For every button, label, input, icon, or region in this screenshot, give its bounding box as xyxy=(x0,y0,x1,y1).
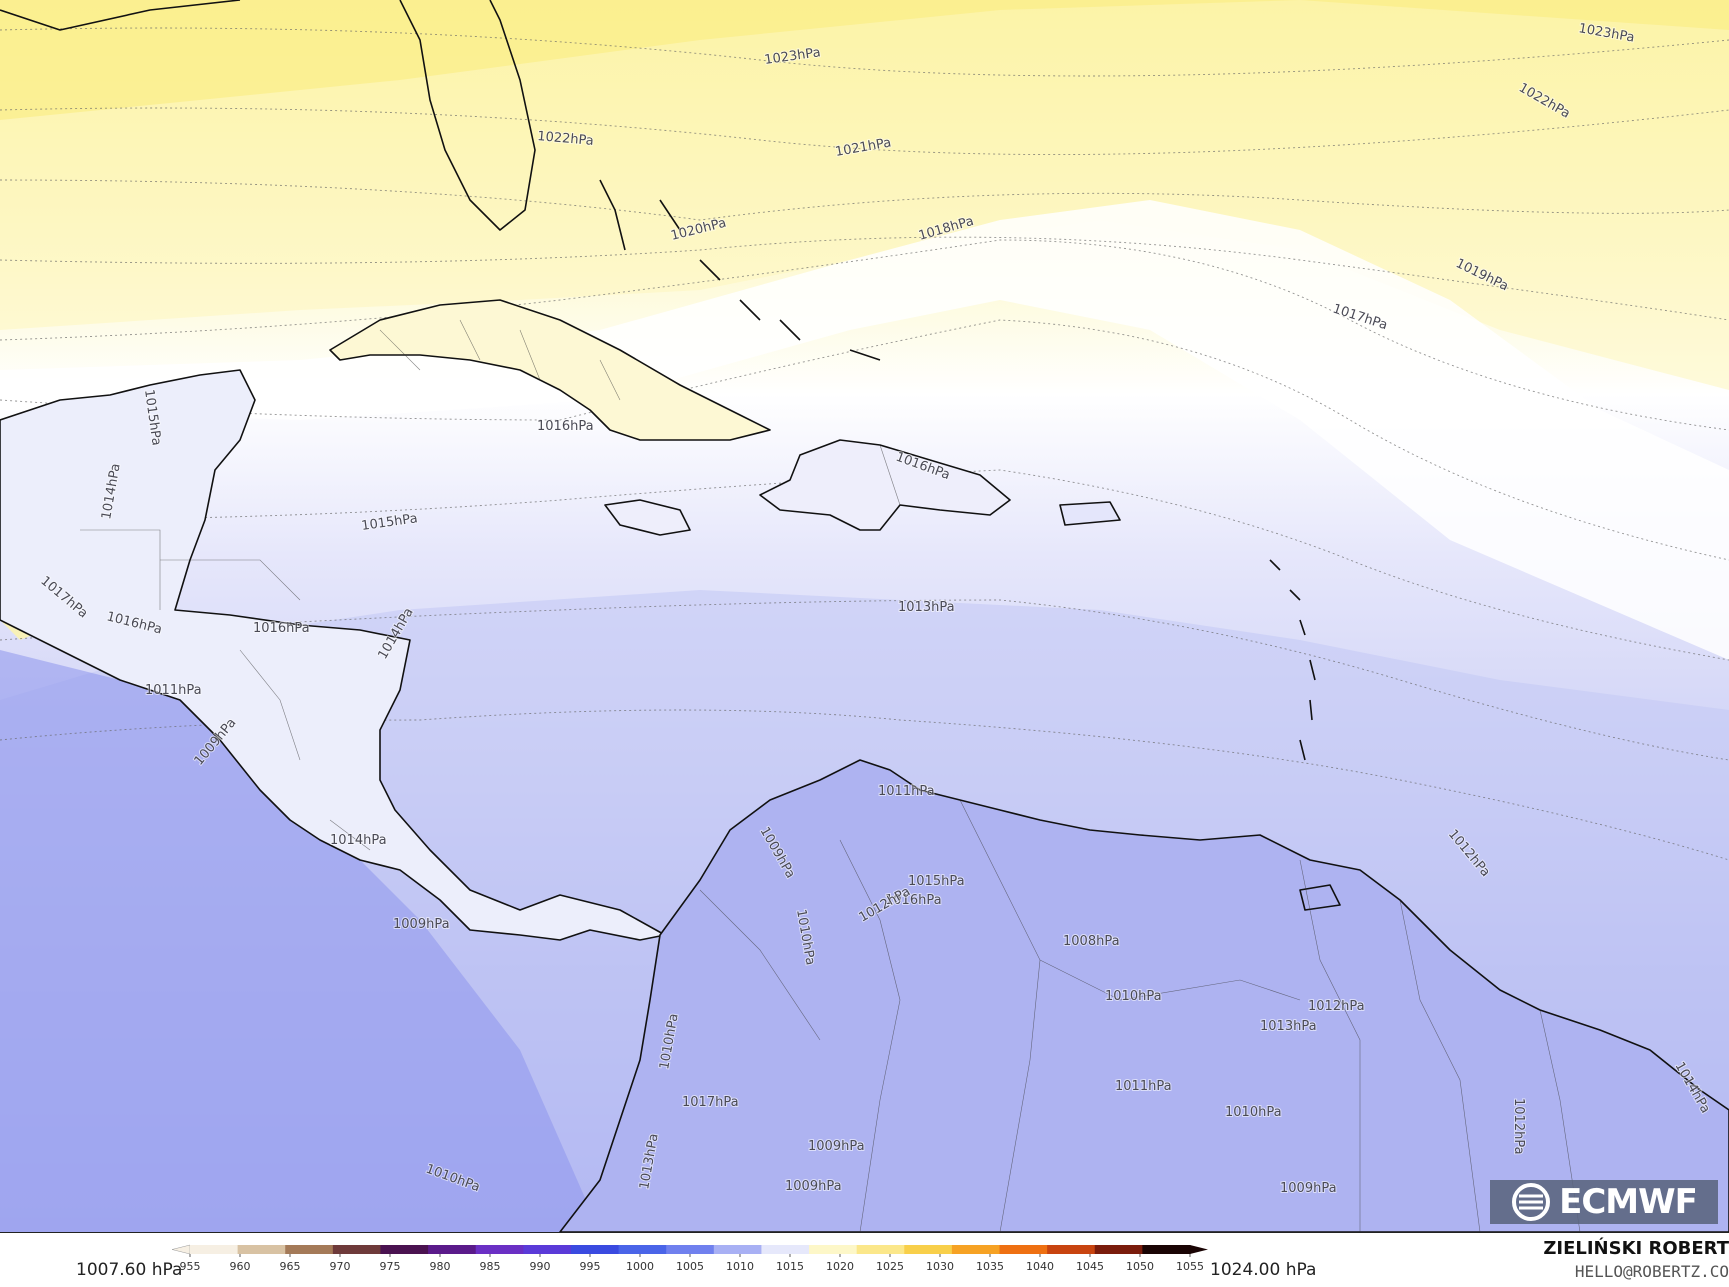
isobar-label: 1016hPa xyxy=(537,419,594,434)
colorbar-segment xyxy=(190,1245,239,1254)
trinidad xyxy=(1299,884,1341,911)
ecmwf-logo-icon xyxy=(1512,1183,1551,1221)
colorbar-tick-label: 1045 xyxy=(1076,1260,1104,1273)
isobar-label: 1012hPa xyxy=(1308,999,1365,1014)
colorbar-tick-label: 955 xyxy=(180,1260,201,1273)
isobar-label: 1008hPa xyxy=(1063,934,1120,949)
colorbar-tick-label: 1005 xyxy=(676,1260,704,1273)
hispaniola xyxy=(759,439,1011,531)
colorbar-tick-label: 1025 xyxy=(876,1260,904,1273)
isobar-label: 1009hPa xyxy=(1280,1181,1337,1196)
isobar-label: 1013hPa xyxy=(898,600,955,615)
band-1023 xyxy=(0,0,1729,120)
band-1016-1017 xyxy=(0,200,1729,660)
isobar-label: 1013hPa xyxy=(1260,1019,1317,1034)
isobar-label: 1010hPa xyxy=(1225,1105,1282,1120)
colorbar-tick-label: 1000 xyxy=(626,1260,654,1273)
jamaica xyxy=(604,499,691,536)
colorbar-segment xyxy=(713,1245,762,1254)
colorbar-tick-label: 1030 xyxy=(926,1260,954,1273)
colorbar-segment xyxy=(999,1245,1048,1254)
colorbar-segment xyxy=(237,1245,286,1254)
isobar-label: 1011hPa xyxy=(1115,1079,1172,1094)
florida-coast xyxy=(0,0,536,231)
colorbar-segment xyxy=(285,1245,334,1254)
colorbar: 955 960 965 970 975 980 985 990 995 1000 1005 1010 1… xyxy=(171,1244,1208,1273)
cuba xyxy=(329,299,771,441)
colorbar-segment xyxy=(951,1245,1001,1254)
bahamas xyxy=(599,179,881,361)
colorbar-tick-label: 1040 xyxy=(1026,1260,1054,1273)
colorbar-segment xyxy=(332,1245,381,1254)
colorbar-segment xyxy=(428,1245,477,1254)
isobar-label: 1010hPa xyxy=(1105,989,1162,1004)
ecmwf-logo: ECMWF xyxy=(1490,1180,1718,1224)
isobar-label: 1009hPa xyxy=(393,917,450,932)
colorbar-segment xyxy=(475,1245,524,1254)
isobar-label: 1014hPa xyxy=(330,833,387,848)
author-name: ZIELIŃSKI ROBERT xyxy=(1543,1238,1729,1259)
colorbar-segment xyxy=(809,1245,858,1254)
isobar-label: 1011hPa xyxy=(145,683,202,698)
legend-bar xyxy=(0,1233,1729,1287)
colorbar-tick-label: 1015 xyxy=(776,1260,804,1273)
map-canvas: 1023hPa 1023hPa 1022hPa 1022hPa 1021hPa … xyxy=(0,0,1729,1232)
colorbar-segment xyxy=(1094,1245,1143,1254)
colorbar-segment xyxy=(570,1245,620,1254)
pacific-low xyxy=(0,650,600,1232)
colorbar-tick-label: 1055 xyxy=(1176,1260,1204,1273)
colorbar-segment xyxy=(1142,1245,1191,1254)
colorbar-segment xyxy=(523,1245,572,1254)
colorbar-segment xyxy=(666,1245,715,1254)
lesser-antilles xyxy=(1269,559,1316,761)
ecmwf-logo-text: ECMWF xyxy=(1559,1182,1698,1222)
colorbar-arrow-left xyxy=(171,1244,191,1255)
isobar-label: 1016hPa xyxy=(885,893,942,908)
colorbar-tick-label: 970 xyxy=(330,1260,351,1273)
colorbar-tick-label: 990 xyxy=(530,1260,551,1273)
colorbar-max-label: 1024.00 hPa xyxy=(1210,1260,1317,1280)
colorbar-tick-label: 980 xyxy=(430,1260,451,1273)
isobar-label: 1009hPa xyxy=(808,1139,865,1154)
colorbar-segment xyxy=(1047,1245,1096,1254)
colorbar-segment xyxy=(761,1245,810,1254)
colorbar-segment xyxy=(904,1245,953,1254)
colorbar-arrow-right xyxy=(1190,1245,1208,1254)
colorbar-segment xyxy=(618,1245,667,1254)
colorbar-segment xyxy=(856,1245,905,1254)
colorbar-tick-label: 965 xyxy=(280,1260,301,1273)
isobar-label: 1017hPa xyxy=(682,1095,739,1110)
isobar-label: 1022hPa xyxy=(537,129,595,149)
colorbar-tick-label: 1050 xyxy=(1126,1260,1154,1273)
colorbar-tick-label: 995 xyxy=(580,1260,601,1273)
isobar-label: 1015hPa xyxy=(908,874,965,889)
isobar-label: 1016hPa xyxy=(253,621,310,636)
colorbar-tick-label: 985 xyxy=(480,1260,501,1273)
colorbar-tick-label: 1035 xyxy=(976,1260,1004,1273)
isobar-label: 1012hPa xyxy=(1511,1098,1526,1155)
isobar-label: 1011hPa xyxy=(878,784,935,799)
author-email: HELLO@ROBERTZ.CO xyxy=(1574,1262,1729,1281)
colorbar-min-label: 1007.60 hPa xyxy=(76,1260,183,1280)
puerto-rico xyxy=(1059,501,1121,526)
pressure-map[interactable]: 1023hPa 1023hPa 1022hPa 1022hPa 1021hPa … xyxy=(0,0,1729,1233)
colorbar-segment xyxy=(380,1245,429,1254)
colorbar-tick-label: 1020 xyxy=(826,1260,854,1273)
band-high-north xyxy=(0,0,1729,390)
central-america xyxy=(0,369,666,941)
colorbar-tick-label: 1010 xyxy=(726,1260,754,1273)
colorbar-tick-label: 960 xyxy=(230,1260,251,1273)
colorbar-tick-label: 975 xyxy=(380,1260,401,1273)
isobar-label: 1009hPa xyxy=(785,1179,842,1194)
